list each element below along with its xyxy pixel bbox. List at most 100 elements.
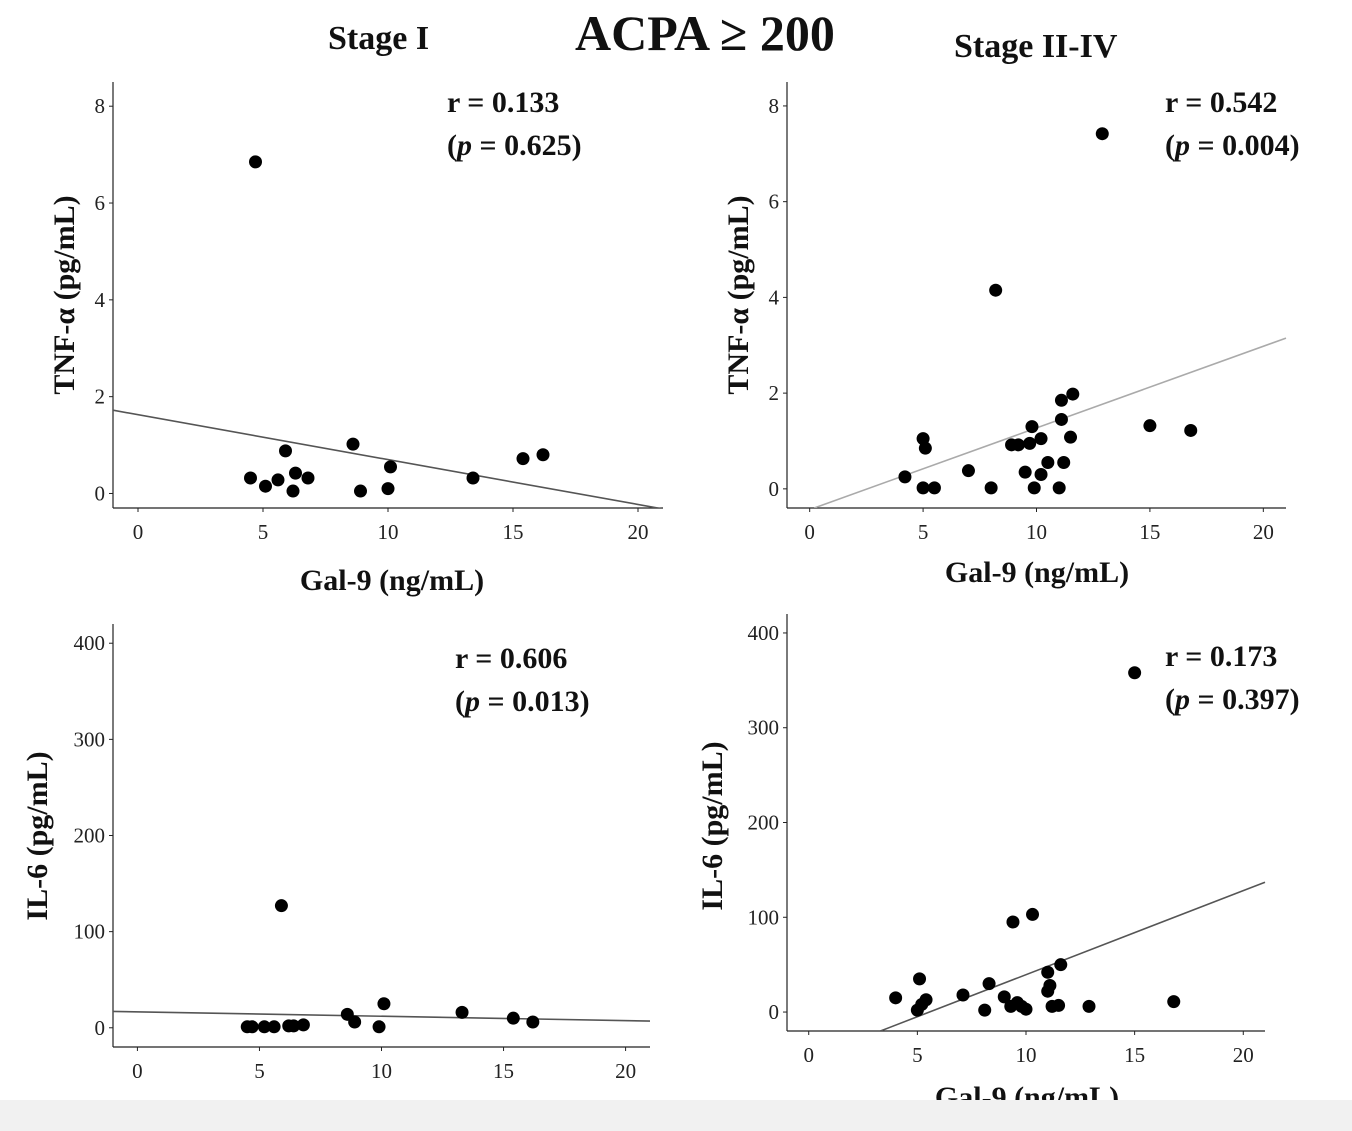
data-point <box>1006 915 1020 929</box>
y-tick-label: 200 <box>748 811 780 835</box>
data-point <box>377 997 391 1011</box>
x-tick-label: 15 <box>493 1059 514 1083</box>
correlation-p: (p = 0.004) <box>1165 129 1300 162</box>
y-tick-label: 300 <box>748 716 780 740</box>
y-tick-label: 0 <box>769 1000 780 1024</box>
data-point <box>1041 965 1055 979</box>
x-tick-label: 5 <box>254 1059 265 1083</box>
data-point <box>1054 958 1068 972</box>
data-point <box>1019 1002 1033 1016</box>
data-point <box>1041 456 1055 470</box>
data-point <box>956 988 970 1002</box>
data-point <box>916 481 930 495</box>
x-tick-label: 10 <box>1016 1043 1037 1067</box>
correlation-r: r = 0.173 <box>1165 640 1277 673</box>
y-tick-label: 0 <box>769 477 780 501</box>
x-tick-label: 0 <box>132 1059 143 1083</box>
data-point <box>913 972 927 986</box>
x-tick-label: 10 <box>378 520 399 544</box>
correlation-p: (p = 0.625) <box>447 129 582 162</box>
x-tick-label: 0 <box>803 1043 814 1067</box>
x-tick-label: 20 <box>628 520 649 544</box>
data-point <box>1184 423 1198 437</box>
scatter-panel-1: 0 5 10 15 20 0 2 4 6 8 Gal-9 (ng/mL) TNF-α (pg/mL) r… <box>48 82 663 597</box>
data-point <box>997 990 1011 1004</box>
data-point <box>289 466 302 480</box>
y-tick-label: 100 <box>748 905 780 929</box>
data-point <box>301 471 315 485</box>
data-point <box>354 484 367 498</box>
data-point <box>244 471 257 485</box>
y-tick-label: 100 <box>74 920 106 944</box>
data-point <box>279 444 292 458</box>
data-point <box>1011 438 1025 452</box>
x-tick-label: 20 <box>1233 1043 1254 1067</box>
y-tick-label: 8 <box>769 94 780 118</box>
data-point <box>346 437 360 451</box>
data-point <box>984 481 998 495</box>
y-tick-label: 0 <box>95 481 106 505</box>
regression-line <box>113 1010 651 1022</box>
data-point <box>1018 465 1032 479</box>
y-tick-label: 6 <box>769 190 780 214</box>
correlation-p: (p = 0.013) <box>455 685 590 718</box>
data-point <box>536 448 550 462</box>
regression-line <box>880 881 1266 1031</box>
data-point <box>961 464 975 478</box>
data-point <box>249 155 262 169</box>
data-point <box>1054 393 1068 407</box>
data-point <box>927 481 941 495</box>
data-point <box>978 1003 992 1017</box>
data-point <box>1026 907 1040 921</box>
data-point <box>287 1019 301 1033</box>
x-tick-label: 20 <box>1253 520 1274 544</box>
data-point <box>919 993 933 1007</box>
data-point <box>274 899 288 913</box>
data-point <box>267 1020 281 1034</box>
data-point <box>259 479 272 493</box>
x-tick-label: 0 <box>133 520 144 544</box>
data-point <box>455 1005 469 1019</box>
scatter-panel-2: 0 5 10 15 20 0 2 4 6 8 Gal-9 (ng/mL) TNF-α (pg/mL) r… <box>722 82 1300 589</box>
data-point <box>526 1015 540 1029</box>
correlation-p: (p = 0.397) <box>1165 683 1300 716</box>
data-point <box>384 460 397 474</box>
regression-line <box>113 409 663 508</box>
data-point <box>982 977 996 991</box>
x-tick-label: 15 <box>503 520 524 544</box>
x-tick-label: 15 <box>1124 1043 1145 1067</box>
y-tick-label: 200 <box>74 824 106 848</box>
y-tick-label: 2 <box>95 385 106 409</box>
data-point <box>1034 432 1048 446</box>
data-point <box>1128 666 1142 680</box>
data-point <box>1143 419 1157 433</box>
data-point <box>1052 998 1066 1012</box>
data-point <box>516 452 530 466</box>
data-point <box>1054 412 1068 426</box>
x-tick-label: 10 <box>371 1059 392 1083</box>
y-axis-label: IL-6 (pg/mL) <box>696 741 729 910</box>
x-tick-label: 5 <box>918 520 929 544</box>
data-point <box>1167 995 1181 1009</box>
data-point <box>1034 467 1048 481</box>
data-point <box>466 471 480 485</box>
x-axis-label: Gal-9 (ng/mL) <box>300 564 484 597</box>
data-point <box>257 1020 271 1034</box>
data-point <box>1023 436 1037 450</box>
data-point <box>1064 430 1078 444</box>
data-point <box>1095 127 1109 141</box>
data-point <box>506 1011 520 1025</box>
data-point <box>245 1020 259 1034</box>
y-tick-label: 400 <box>748 621 780 645</box>
data-point <box>286 484 300 498</box>
data-point <box>372 1020 386 1034</box>
y-tick-label: 6 <box>95 191 106 215</box>
x-tick-label: 20 <box>615 1059 636 1083</box>
data-point <box>348 1015 362 1029</box>
x-tick-label: 5 <box>912 1043 923 1067</box>
regression-line <box>813 337 1287 508</box>
